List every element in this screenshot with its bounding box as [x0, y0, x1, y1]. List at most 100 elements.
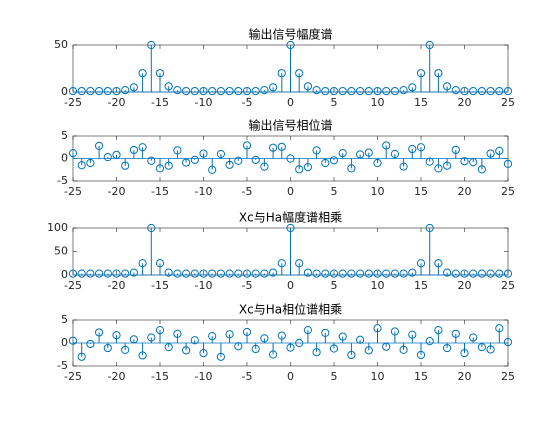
stem [503, 337, 513, 347]
stem-marker [356, 269, 365, 278]
stem [390, 327, 399, 343]
stem-marker [234, 342, 243, 351]
axes: 输出信号幅度谱 -25 -20 -15 -10 -5 0 5 10 15 20 25 0 50 [54, 27, 515, 110]
stem-marker [451, 145, 460, 155]
x-tick-label: -10 [195, 185, 213, 198]
stem [155, 69, 165, 92]
stem [338, 149, 347, 159]
stem [469, 158, 478, 167]
stem-marker [164, 343, 173, 352]
stem [382, 86, 391, 96]
stem [425, 223, 434, 275]
stem [147, 40, 156, 92]
stem-marker [416, 350, 426, 360]
stem [182, 343, 191, 355]
stem-marker [216, 86, 225, 96]
stem-marker [390, 149, 399, 159]
stem-marker [242, 86, 252, 96]
stem [443, 82, 452, 92]
stem-marker [469, 269, 478, 278]
stem-marker [373, 86, 382, 96]
stem [112, 269, 121, 278]
stem-marker [477, 86, 486, 96]
stem-marker [443, 161, 452, 170]
stem [451, 145, 460, 159]
stem-marker [68, 149, 78, 158]
x-tick-label: -25 [64, 185, 82, 198]
stem [469, 333, 478, 343]
stem [503, 158, 513, 168]
y-tick-label: 50 [54, 245, 68, 258]
stem [121, 343, 130, 354]
stem-marker [443, 82, 452, 91]
stem [495, 269, 504, 278]
stem-marker [86, 269, 95, 278]
stem [303, 82, 312, 92]
stem [68, 269, 78, 278]
stem [251, 343, 260, 354]
stem-marker [312, 348, 321, 357]
x-tick-label: -20 [108, 185, 126, 198]
stem-marker [356, 335, 365, 344]
stem [190, 155, 199, 164]
stem-marker [164, 268, 173, 277]
x-tick-label: 20 [458, 185, 472, 198]
stem-marker [242, 327, 252, 337]
stem-marker [503, 86, 513, 96]
stem-marker [451, 269, 460, 278]
stem-marker [216, 269, 225, 278]
y-tick-label: 50 [54, 38, 68, 51]
stem-marker [155, 164, 165, 173]
stem [416, 343, 426, 360]
stem [208, 86, 217, 96]
stem-marker [364, 346, 373, 355]
stem-marker [286, 40, 295, 50]
stem-marker [425, 40, 434, 50]
stem [112, 150, 121, 159]
stem-marker [451, 86, 460, 95]
stem [356, 150, 365, 159]
stem [277, 69, 286, 92]
stem-marker [121, 86, 130, 95]
stem [277, 259, 286, 275]
stem-marker [443, 268, 452, 277]
y-tick-label: 0 [61, 152, 68, 165]
stem [460, 86, 469, 96]
stem-marker [95, 141, 104, 150]
stem [155, 259, 165, 275]
stem [225, 330, 234, 343]
stem [86, 269, 95, 278]
stem-marker [242, 269, 252, 278]
stem [434, 259, 443, 275]
stem-marker [425, 337, 434, 346]
stem [208, 332, 217, 343]
stem-marker [329, 156, 339, 165]
stem-marker [147, 223, 156, 233]
stem-marker [408, 268, 417, 277]
stem [329, 86, 339, 96]
stem-marker [112, 86, 121, 96]
stem-marker [451, 329, 460, 338]
stem [164, 268, 173, 277]
stem-marker [225, 160, 234, 169]
stem [399, 343, 408, 354]
stem [408, 83, 417, 92]
stem [260, 86, 269, 95]
stem-marker [364, 269, 373, 278]
stem-marker [86, 86, 95, 96]
stem-marker [129, 145, 138, 155]
stem-marker [408, 144, 417, 154]
stem-marker [303, 162, 312, 172]
stem-marker [373, 158, 382, 168]
stem-marker [329, 344, 339, 353]
stem [390, 269, 399, 278]
stem [182, 86, 191, 96]
stem-marker [286, 223, 295, 233]
x-tick-label: -10 [195, 370, 213, 383]
stem [399, 269, 408, 278]
stem [164, 158, 173, 170]
stem-marker [469, 333, 478, 342]
stem [103, 269, 112, 278]
